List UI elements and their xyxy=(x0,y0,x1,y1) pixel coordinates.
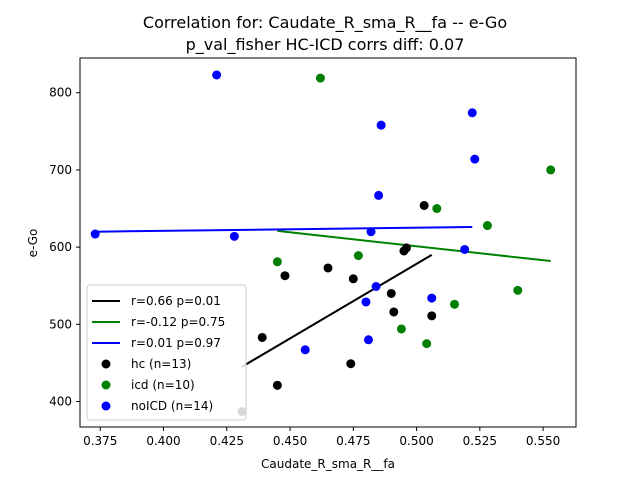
x-axis-ticks: 0.375 0.400 0.425 0.450 0.475 0.500 0.525 0.550 xyxy=(83,427,560,448)
x-tick-label: 0.475 xyxy=(336,434,370,448)
data-points xyxy=(90,70,556,417)
legend-box xyxy=(86,284,247,421)
point-hc xyxy=(419,200,429,210)
legend-label-noICD: r=0.01 p=0.97 xyxy=(131,336,221,350)
point-noICD xyxy=(374,190,384,200)
y-tick-label: 500 xyxy=(49,317,72,331)
y-axis-ticks: 400 500 600 700 800 xyxy=(49,86,80,409)
y-tick-label: 600 xyxy=(49,240,72,254)
y-tick-label: 700 xyxy=(49,163,72,177)
point-noICD xyxy=(366,227,376,237)
point-noICD xyxy=(470,154,480,164)
x-tick-label: 0.425 xyxy=(210,434,244,448)
point-hc xyxy=(280,271,290,281)
point-noICD xyxy=(460,244,470,254)
point-noICD xyxy=(229,231,239,241)
point-icd xyxy=(546,165,556,175)
x-axis-label: Caudate_R_sma_R__fa xyxy=(261,457,395,471)
y-tick-label: 800 xyxy=(49,86,72,100)
point-noICD xyxy=(371,282,381,292)
legend-marker-noICD xyxy=(101,401,111,411)
point-noICD xyxy=(427,293,437,303)
fit-line-hc xyxy=(241,253,433,368)
point-icd xyxy=(422,339,432,349)
x-tick-label: 0.450 xyxy=(273,434,307,448)
legend-label-icd: icd (n=10) xyxy=(131,378,195,392)
y-axis-label: e-Go xyxy=(26,229,40,258)
x-tick-label: 0.375 xyxy=(83,434,117,448)
point-icd xyxy=(396,324,406,334)
point-hc xyxy=(272,380,282,390)
y-tick-label: 400 xyxy=(49,395,72,409)
point-noICD xyxy=(376,120,386,130)
point-noICD xyxy=(90,229,100,239)
point-hc xyxy=(389,307,399,317)
point-icd xyxy=(450,299,460,309)
fit-line-icd xyxy=(277,229,551,263)
legend: r=0.66 p=0.01 r=-0.12 p=0.75 r=0.01 p=0.97… xyxy=(86,284,247,421)
point-icd xyxy=(432,204,442,214)
point-hc xyxy=(348,274,358,284)
legend-label-noICD: noICD (n=14) xyxy=(131,399,213,413)
chart-title-line2: p_val_fisher HC-ICD corrs diff: 0.07 xyxy=(186,35,465,55)
x-tick-label: 0.525 xyxy=(463,434,497,448)
point-hc xyxy=(427,311,437,321)
legend-label-icd: r=-0.12 p=0.75 xyxy=(131,315,225,329)
point-icd xyxy=(272,257,282,267)
legend-label-hc: hc (n=13) xyxy=(131,357,191,371)
point-hc xyxy=(386,288,396,298)
legend-label-hc: r=0.66 p=0.01 xyxy=(131,294,221,308)
point-noICD xyxy=(300,345,310,355)
point-icd xyxy=(513,285,523,295)
point-noICD xyxy=(212,70,222,80)
x-tick-label: 0.550 xyxy=(526,434,560,448)
point-noICD xyxy=(467,108,477,118)
point-icd xyxy=(482,221,492,231)
fit-lines xyxy=(95,226,551,368)
point-noICD xyxy=(363,335,373,345)
plot-frame xyxy=(79,57,577,428)
legend-marker-icd xyxy=(101,380,111,390)
point-hc xyxy=(401,243,411,253)
point-icd xyxy=(353,251,363,261)
fit-line-noICD xyxy=(95,226,473,233)
point-noICD xyxy=(361,297,371,307)
point-hc xyxy=(323,263,333,273)
x-tick-label: 0.500 xyxy=(399,434,433,448)
legend-marker-hc xyxy=(101,359,111,369)
point-icd xyxy=(315,73,325,83)
point-hc xyxy=(257,332,267,342)
chart-title-line1: Correlation for: Caudate_R_sma_R__fa -- … xyxy=(143,13,507,33)
x-tick-label: 0.400 xyxy=(146,434,180,448)
point-hc xyxy=(346,359,356,369)
